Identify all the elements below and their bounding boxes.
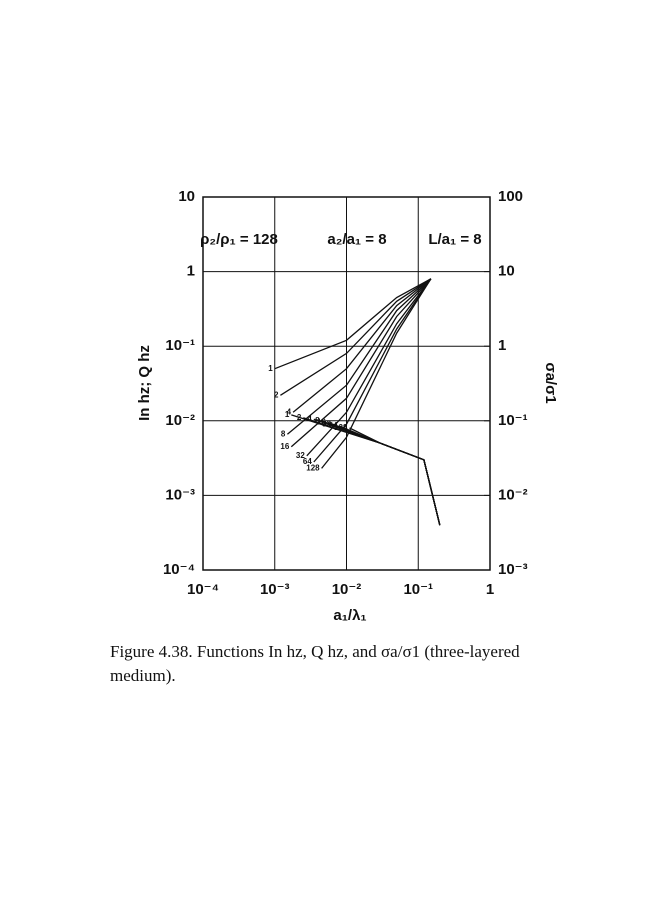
y2-tick-label: 10 — [498, 263, 515, 280]
y2-axis-label: σa/σ1 — [542, 362, 559, 403]
y-tick-label: 1 — [187, 263, 195, 280]
series-line — [303, 417, 441, 526]
y2-tick-label: 100 — [498, 188, 523, 205]
curve-label: 4 — [287, 407, 292, 416]
series-line — [286, 278, 432, 435]
curve-label: 4 — [307, 414, 312, 423]
series-line — [274, 278, 432, 370]
x-tick-label: 10⁻³ — [260, 581, 290, 598]
curve-label: 64 — [303, 457, 312, 466]
curve-label: 128 — [334, 423, 348, 432]
curve-label: 2 — [297, 413, 302, 422]
curve-label: 64 — [329, 421, 338, 430]
series-line — [321, 420, 441, 526]
series-line — [349, 427, 441, 526]
curve-label: 8 — [281, 429, 286, 438]
series-line — [313, 418, 441, 526]
x-tick-label: 10⁻¹ — [403, 581, 433, 598]
curve-label: 16 — [317, 418, 326, 427]
y2-tick-label: 10⁻² — [498, 486, 528, 503]
curve-label: 32 — [296, 451, 305, 460]
series-line — [327, 421, 441, 526]
series-line — [321, 278, 432, 469]
y2-tick-label: 10⁻¹ — [498, 412, 528, 429]
y-tick-label: 10⁻² — [165, 412, 195, 429]
y-tick-label: 10 — [178, 188, 195, 205]
curve-label: 1 — [285, 410, 290, 419]
annotation: L/a₁ = 8 — [428, 231, 481, 248]
x-axis-label: a₁/λ₁ — [333, 607, 366, 624]
y-axis-label: In hz; Q hz — [136, 345, 153, 421]
series-line — [339, 425, 441, 526]
curve-label: 32 — [322, 419, 331, 428]
y-tick-label: 10⁻¹ — [165, 337, 195, 354]
y2-tick-label: 1 — [498, 337, 506, 354]
series-line — [306, 278, 432, 457]
figure-caption: Figure 4.38. Functions In hz, Q hz, and … — [110, 642, 520, 685]
curve-label: 1 — [268, 364, 273, 373]
y2-tick-label: 10⁻³ — [498, 561, 528, 578]
series-line — [332, 423, 441, 526]
curve-label: 2 — [274, 390, 279, 399]
curve-label: 16 — [280, 442, 289, 451]
curve-label: 128 — [306, 464, 320, 473]
x-tick-label: 1 — [486, 581, 494, 598]
series-line — [280, 278, 432, 396]
y-tick-label: 10⁻³ — [165, 486, 195, 503]
y-tick-label: 10⁻⁴ — [163, 561, 195, 578]
series-line — [292, 278, 432, 413]
curve-label: 8 — [315, 416, 320, 425]
x-tick-label: 10⁻² — [332, 581, 362, 598]
series-line — [313, 278, 432, 463]
annotation: a₂/a₁ = 8 — [327, 231, 386, 248]
annotation: ρ₂/ρ₁ = 128 — [200, 231, 278, 248]
x-tick-label: 10⁻⁴ — [187, 581, 219, 598]
